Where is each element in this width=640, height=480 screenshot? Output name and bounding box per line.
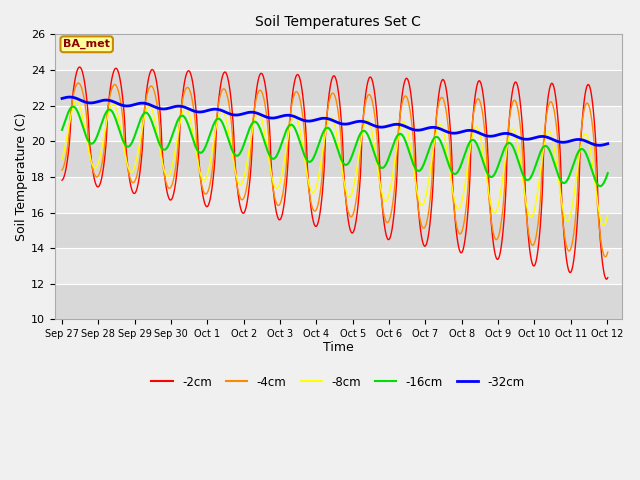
Bar (55, 35, 621, 70)
Y-axis label: Soil Temperature (C): Soil Temperature (C) (15, 113, 28, 241)
Bar (55, 213, 621, 248)
Bar (55, 106, 621, 141)
Bar (55, 284, 621, 319)
Title: Soil Temperatures Set C: Soil Temperatures Set C (255, 15, 421, 29)
Legend: -2cm, -4cm, -8cm, -16cm, -32cm: -2cm, -4cm, -8cm, -16cm, -32cm (147, 371, 530, 393)
Bar (55, 177, 621, 213)
Text: BA_met: BA_met (63, 39, 110, 49)
Bar (55, 70, 621, 106)
Bar (55, 141, 621, 177)
X-axis label: Time: Time (323, 340, 353, 354)
Bar (55, 248, 621, 284)
